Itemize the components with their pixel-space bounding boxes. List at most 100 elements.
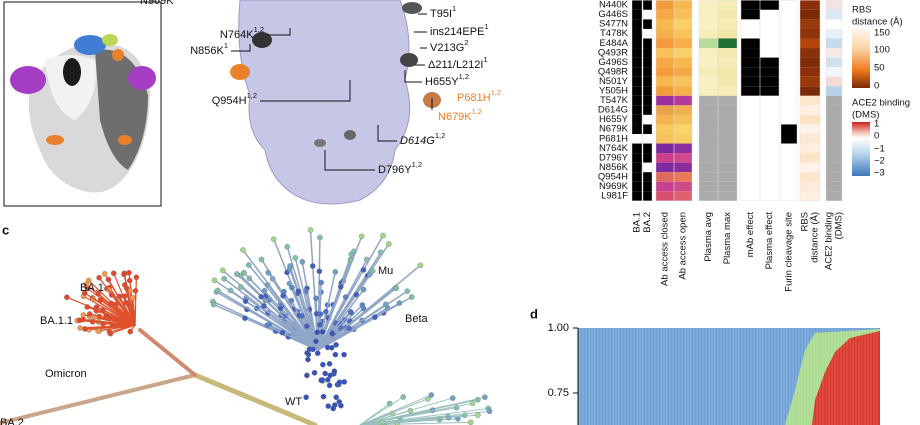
heatmap-cell xyxy=(674,86,692,96)
heatmap-cell xyxy=(760,86,779,96)
mutation-label: ins214EPE1 xyxy=(430,22,489,37)
tree-tip xyxy=(126,269,132,276)
tree-branch xyxy=(317,288,365,351)
tree-tip xyxy=(329,330,336,337)
heatmap-cell xyxy=(760,191,779,201)
heatmap-cell xyxy=(699,38,718,49)
column-label: BA.2 xyxy=(642,212,653,233)
column-label: Furin cleavage site xyxy=(784,212,795,292)
tree-tip xyxy=(338,402,344,409)
tree-tip xyxy=(393,285,400,291)
row-label: N440K xyxy=(599,0,629,11)
column-frame xyxy=(631,0,643,202)
legend-title: (DMS) xyxy=(852,110,879,121)
tree-tip xyxy=(81,290,88,296)
heatmap-cell xyxy=(800,143,820,154)
tree-branch xyxy=(0,373,197,425)
heatmap-cell xyxy=(643,124,652,134)
heatmap-cell xyxy=(699,162,718,173)
tree-branch xyxy=(359,402,474,425)
tree-tip xyxy=(289,284,295,291)
tree-tip xyxy=(129,294,136,301)
heatmap-cell xyxy=(760,143,779,154)
heatmap-cell xyxy=(826,19,842,29)
heatmap-cell xyxy=(800,38,820,49)
heatmap-cell xyxy=(643,181,652,192)
tree-branch xyxy=(138,328,197,377)
heatmap-cell xyxy=(699,86,718,96)
heatmap-cell xyxy=(674,143,692,154)
heatmap-cell xyxy=(826,76,842,87)
heatmap-cell xyxy=(643,48,652,58)
tree-tip xyxy=(96,274,102,281)
tree-tip xyxy=(323,308,329,315)
heatmap-cell xyxy=(699,105,718,115)
heatmap-cell xyxy=(781,57,797,68)
heatmap-cell xyxy=(643,9,652,20)
heatmap-cell xyxy=(800,124,820,134)
row-label: D614G xyxy=(598,105,628,116)
tree-tip xyxy=(445,413,451,420)
tree-branch xyxy=(317,287,398,351)
tree-branch xyxy=(263,289,319,351)
mutation-superscript: 1,2 xyxy=(247,91,257,100)
tree-tip xyxy=(95,328,101,334)
heatmap-cell xyxy=(741,28,760,39)
heatmap-cell xyxy=(699,191,718,201)
heatmap-cell xyxy=(674,134,692,144)
tree-tip xyxy=(258,256,265,263)
mutation-superscript: 1,2 xyxy=(412,160,422,169)
column-frame xyxy=(642,0,653,202)
heatmap-cell xyxy=(826,105,842,115)
heatmap-cell xyxy=(718,95,737,106)
heatmap-cell xyxy=(674,114,692,125)
tree-tip xyxy=(475,396,481,403)
tree-branch xyxy=(236,273,319,351)
heatmap-cell xyxy=(699,172,718,182)
heatmap-cell xyxy=(741,162,760,173)
tree-tip xyxy=(346,325,353,332)
heatmap-cell xyxy=(643,86,652,96)
tree-branch xyxy=(317,234,384,351)
heatmap-cell xyxy=(800,57,820,68)
heatmap-cell xyxy=(781,191,797,201)
heatmap-cell xyxy=(781,124,797,134)
panel-letter: c xyxy=(2,222,9,237)
heatmap-cell xyxy=(781,105,797,115)
column-frame xyxy=(717,0,738,202)
tree-tip xyxy=(396,300,403,306)
heatmap-cell xyxy=(674,19,692,29)
row-label: G496S xyxy=(598,57,628,68)
heatmap-cell xyxy=(718,0,737,10)
heatmap-cell xyxy=(656,172,674,182)
tree-tip xyxy=(242,315,248,322)
tree-tip xyxy=(342,294,349,300)
heatmap-cell xyxy=(781,181,797,192)
tree-branch xyxy=(192,372,318,425)
mutation-superscript: 1,2 xyxy=(472,107,482,116)
tree-tip xyxy=(105,276,112,283)
heatmap-cell xyxy=(741,105,760,115)
heatmap-cell xyxy=(632,57,642,68)
column-frame xyxy=(825,0,843,202)
tree-branch xyxy=(359,414,479,425)
mutation-name: H655Y xyxy=(425,76,459,88)
mutation-superscript: 1,2 xyxy=(254,25,264,34)
tree-branch xyxy=(266,324,319,351)
tree-tip xyxy=(325,376,331,383)
mutation-label: N856K1 xyxy=(190,41,228,56)
heatmap-cell xyxy=(718,57,737,68)
heatmap-cell xyxy=(632,48,642,58)
tree-tip xyxy=(309,263,316,269)
heatmap-cell xyxy=(741,86,760,96)
heatmap-cell xyxy=(699,19,718,29)
heatmap-cell xyxy=(741,134,760,144)
clade-label: BA.1 xyxy=(80,282,104,294)
mutation-name: Q954H xyxy=(212,95,247,107)
tree-branch xyxy=(84,292,136,326)
heatmap-cell xyxy=(826,181,842,192)
legend-tick: 1 xyxy=(874,119,879,130)
tree-tip xyxy=(85,277,92,284)
mutation-name: P681H xyxy=(457,92,491,104)
heatmap-cell xyxy=(656,143,674,154)
